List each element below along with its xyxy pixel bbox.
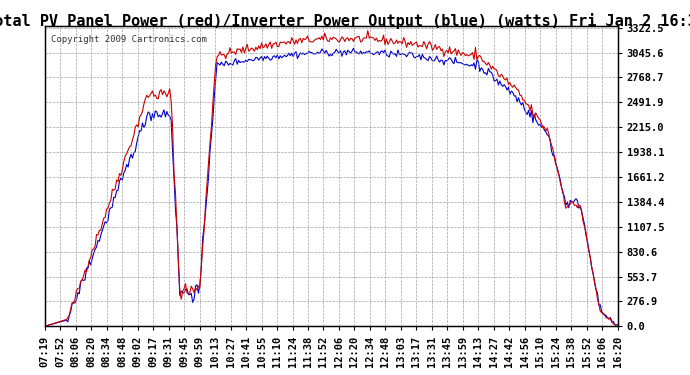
Text: Total PV Panel Power (red)/Inverter Power Output (blue) (watts) Fri Jan 2 16:33: Total PV Panel Power (red)/Inverter Powe… xyxy=(0,13,690,29)
Text: Copyright 2009 Cartronics.com: Copyright 2009 Cartronics.com xyxy=(50,35,206,44)
